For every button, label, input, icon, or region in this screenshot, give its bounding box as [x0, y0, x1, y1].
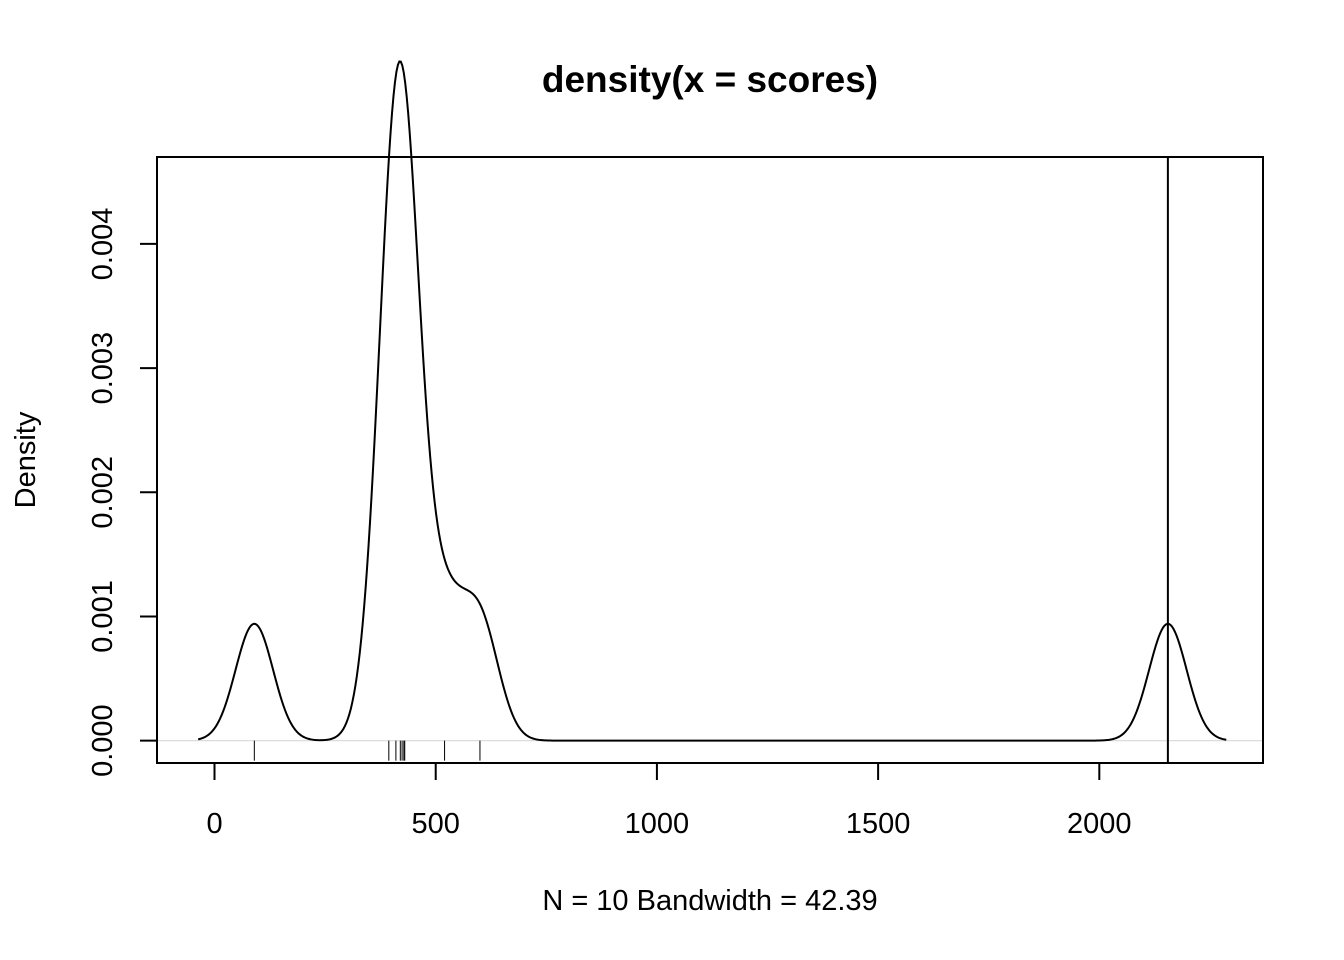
rug-marks: [253, 740, 1169, 761]
x-axis-label: N = 10 Bandwidth = 42.39: [542, 885, 877, 917]
x-tick-label: 1500: [846, 808, 911, 840]
y-tick-label: 0.000: [87, 704, 119, 777]
x-tick-label: 2000: [1067, 808, 1132, 840]
x-tick-label: 0: [206, 808, 222, 840]
x-axis: 0 500 1000 1500 2000: [206, 762, 1132, 840]
y-axis-label: Density: [10, 411, 42, 508]
density-curve: [197, 60, 1227, 742]
y-axis: 0.000 0.001 0.002 0.003 0.004: [87, 208, 158, 777]
x-tick-label: 500: [412, 808, 460, 840]
plot-frame: [156, 156, 1264, 764]
y-tick-label: 0.003: [87, 332, 119, 405]
y-tick-label: 0.004: [87, 208, 119, 281]
x-tick-label: 1000: [625, 808, 690, 840]
y-tick-label: 0.001: [87, 580, 119, 653]
chart-title: density(x = scores): [542, 59, 878, 100]
y-tick-label: 0.002: [87, 456, 119, 529]
